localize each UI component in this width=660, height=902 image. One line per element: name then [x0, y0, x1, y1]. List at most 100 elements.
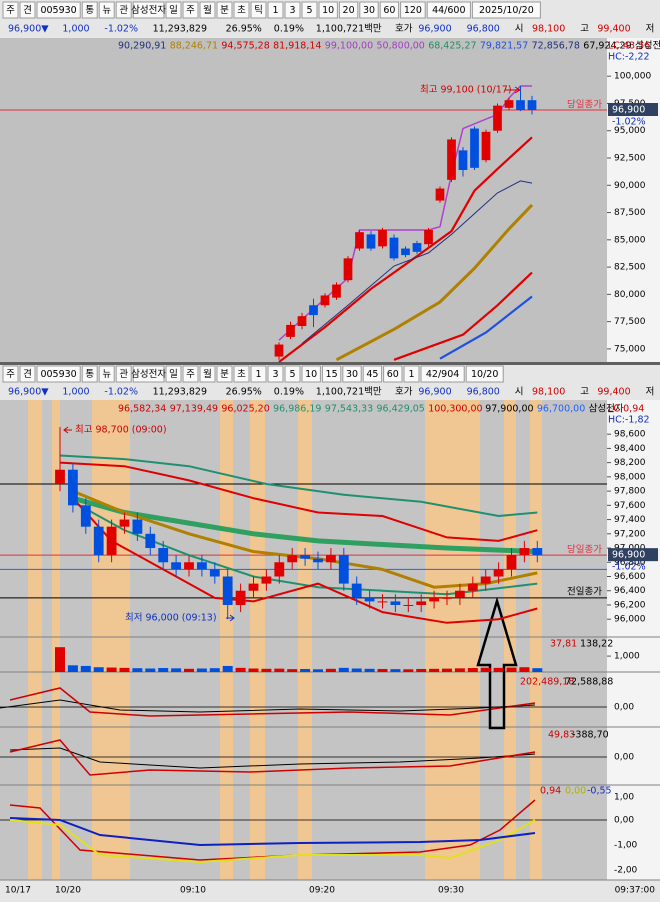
info-field: 시	[515, 387, 524, 398]
volume-bar	[235, 667, 246, 672]
toolbar-button[interactable]	[19, 1, 36, 19]
y-tick-label: 98,400	[614, 444, 646, 454]
toolbar-button[interactable]	[115, 1, 132, 19]
candle-body	[171, 562, 182, 570]
toolbar-button[interactable]	[182, 1, 199, 19]
toolbar-label: 15	[326, 369, 338, 380]
toolbar-button[interactable]	[342, 365, 362, 383]
candle-body	[519, 548, 530, 556]
toolbar-button[interactable]	[36, 365, 81, 383]
candle-body	[332, 284, 341, 298]
toolbar-button[interactable]	[132, 365, 165, 383]
toolbar-button[interactable]	[81, 1, 98, 19]
info-field: 1,000	[62, 24, 89, 35]
y-tick-label: 77,500	[614, 317, 646, 327]
info-field: 고	[580, 387, 589, 398]
toolbar-button[interactable]	[2, 1, 19, 19]
toolbar-button[interactable]	[420, 365, 465, 383]
toolbar-label: 분	[220, 5, 229, 16]
candle-body	[274, 344, 284, 357]
info-field: 0.19%	[274, 24, 304, 35]
candle-body	[366, 234, 376, 249]
candle-body	[119, 519, 130, 527]
toolbar-button[interactable]	[321, 365, 342, 383]
y-tick-label: 80,000	[614, 290, 646, 300]
toolbar-button[interactable]	[2, 365, 19, 383]
toolbar-button[interactable]	[36, 1, 81, 19]
indicator-value: 138,22	[580, 639, 613, 650]
candle-body	[480, 576, 491, 584]
info-field: 고	[580, 24, 589, 35]
toolbar-button[interactable]	[98, 365, 115, 383]
toolbar-button[interactable]	[284, 1, 301, 19]
toolbar-button[interactable]	[250, 365, 267, 383]
toolbar-button[interactable]	[165, 1, 182, 19]
toolbar-button[interactable]	[400, 1, 426, 19]
divider	[0, 362, 660, 365]
toolbar-button[interactable]	[19, 365, 36, 383]
toolbar-button[interactable]	[284, 365, 301, 383]
toolbar-button[interactable]	[301, 1, 318, 19]
moving-average	[72, 495, 538, 555]
toolbar-button[interactable]	[98, 1, 115, 19]
toolbar-button[interactable]	[233, 365, 250, 383]
toolbar-button[interactable]	[182, 365, 199, 383]
candle-body	[403, 604, 414, 606]
legend-value: 99,100,00	[325, 41, 373, 52]
volume-bar	[454, 668, 465, 672]
toolbar-button[interactable]	[362, 365, 383, 383]
legend-value: 68,425,27	[428, 41, 476, 52]
volume-bar	[390, 669, 401, 672]
toolbar-button[interactable]	[338, 1, 359, 19]
info-field: 96,900▼	[8, 24, 49, 35]
close-label: 당일종가	[567, 545, 602, 556]
candle-body	[467, 583, 478, 591]
toolbar-button[interactable]	[426, 1, 471, 19]
candle-body	[470, 128, 479, 168]
toolbar-button[interactable]	[359, 1, 379, 19]
candle-body	[145, 533, 156, 549]
y-tick-label: 98,200	[614, 458, 646, 468]
legend-value: 90,290,91	[118, 41, 166, 52]
price-tag-box	[608, 103, 658, 116]
toolbar-button[interactable]	[383, 365, 403, 383]
toolbar-button[interactable]	[216, 1, 233, 19]
volume-bar	[480, 667, 491, 672]
toolbar-label: 44/600	[432, 5, 465, 16]
toolbar-button[interactable]	[301, 365, 321, 383]
bottom-price-axis	[607, 400, 660, 880]
legend-value: 삼성전자	[589, 404, 624, 415]
toolbar-button[interactable]	[379, 1, 400, 19]
price-tag-box	[608, 548, 658, 562]
legend-value: 94,575,28	[221, 41, 269, 52]
legend-value: 79,821,57	[480, 41, 528, 52]
toolbar-button[interactable]	[267, 1, 284, 19]
toolbar-button[interactable]	[115, 365, 132, 383]
toolbar-button[interactable]	[165, 365, 182, 383]
toolbar-label: 10/20	[471, 369, 498, 380]
info-field: 98,100	[532, 387, 565, 398]
toolbar-button[interactable]	[318, 1, 338, 19]
indicator-lines	[0, 687, 607, 864]
toolbar-button[interactable]	[81, 365, 98, 383]
candle-body	[351, 583, 362, 598]
toolbar-button[interactable]	[403, 365, 420, 383]
toolbar-button[interactable]	[267, 365, 284, 383]
toolbar-button[interactable]	[233, 1, 250, 19]
toolbar-button[interactable]	[132, 1, 165, 19]
toolbar-button[interactable]	[216, 365, 233, 383]
info-field: 26.95%	[226, 24, 262, 35]
candle-body	[300, 555, 311, 559]
candle-body	[493, 105, 502, 131]
toolbar-button[interactable]	[465, 365, 504, 383]
toolbar-button[interactable]	[250, 1, 267, 19]
toolbar-button[interactable]	[199, 365, 216, 383]
toolbar-label: 일	[169, 369, 178, 380]
candle-body	[309, 305, 318, 316]
candle-body	[412, 243, 422, 252]
toolbar-button[interactable]	[199, 1, 216, 19]
price-tag: 96,900	[612, 550, 645, 561]
toolbar-label: 월	[203, 368, 212, 380]
toolbar-button[interactable]	[471, 1, 541, 19]
